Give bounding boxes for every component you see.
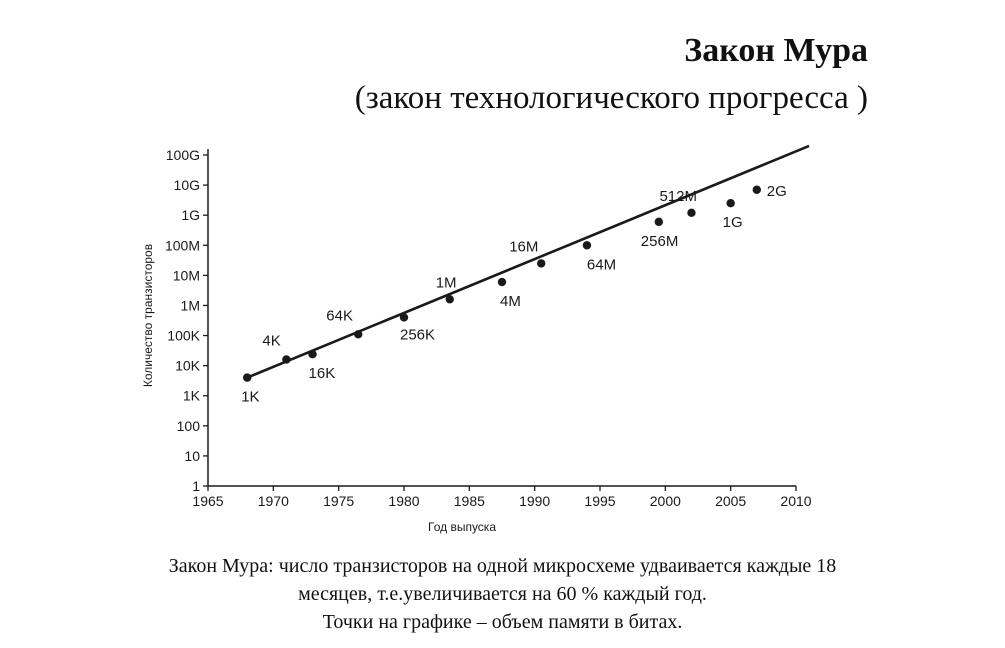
data-point	[308, 349, 317, 359]
y-tick-label: 10M	[173, 267, 200, 283]
x-tick-label: 1985	[454, 493, 485, 509]
y-tick-label: 100G	[166, 147, 200, 163]
page-title: Закон Мура	[684, 32, 868, 69]
y-tick-label: 1M	[181, 297, 200, 313]
y-tick-label: 10K	[175, 358, 201, 374]
data-label: 16K	[309, 365, 336, 382]
data-label: 256K	[400, 326, 435, 343]
x-tick-label: 1965	[192, 493, 223, 509]
data-point	[582, 241, 592, 250]
data-point	[354, 330, 363, 339]
data-label: 16M	[509, 238, 538, 255]
y-tick-label: 10	[184, 448, 200, 464]
data-point	[687, 208, 696, 217]
y-axis-label: Количество транзисторов	[141, 244, 155, 387]
trend-line	[246, 144, 810, 379]
data-label: 64M	[587, 256, 616, 273]
data-point	[399, 313, 409, 322]
caption-line-2: месяцев, т.е.увеличивается на 60 % кажды…	[298, 583, 707, 605]
y-tick-label: 1G	[181, 207, 200, 223]
x-tick-label: 1980	[388, 493, 419, 509]
data-point	[752, 185, 761, 194]
x-tick-label: 2010	[780, 493, 811, 509]
x-tick-label: 1970	[258, 493, 289, 509]
data-label: 1K	[241, 389, 259, 406]
data-point	[654, 217, 663, 227]
y-tick-label: 100K	[167, 328, 200, 344]
y-tick-label: 1K	[183, 388, 201, 404]
y-tick-label: 100	[177, 418, 201, 434]
y-tick-label: 100M	[165, 237, 200, 253]
moore-law-chart: 1 10 100 1K 10K 100K 1M 10M 100M 1G 10G 100G 1965 197…	[141, 144, 812, 534]
caption: Закон Мура: число транзисторов на одной …	[0, 552, 1005, 636]
data-point	[282, 355, 291, 364]
data-point	[445, 295, 454, 304]
x-tick-label: 1975	[323, 493, 354, 509]
data-label: 256M	[641, 233, 679, 250]
data-label: 512M	[659, 188, 697, 205]
data-label: 2G	[767, 183, 787, 200]
data-label: 64K	[326, 307, 353, 324]
data-label: 1M	[436, 274, 457, 291]
data-point	[497, 277, 507, 287]
data-point	[726, 199, 735, 208]
x-tick-label: 1995	[584, 493, 615, 509]
x-tick-label: 1990	[519, 493, 550, 509]
x-tick-label: 2000	[650, 493, 681, 509]
y-tick-label: 10G	[174, 177, 200, 193]
y-tick-label: 1	[192, 478, 200, 494]
data-point	[243, 373, 252, 382]
data-label: 1G	[723, 214, 743, 231]
caption-line-1: Закон Мура: число транзисторов на одной …	[168, 555, 837, 577]
x-tick-label: 2005	[715, 493, 746, 509]
data-point	[537, 259, 546, 268]
page-subtitle: (закон технологического прогресса )	[354, 80, 868, 116]
caption-line-3: Точки на графике – объем памяти в битах.	[322, 611, 683, 633]
x-axis-label: Год выпуска	[428, 520, 496, 534]
data-label: 4K	[262, 332, 280, 349]
data-label: 4M	[500, 293, 521, 310]
